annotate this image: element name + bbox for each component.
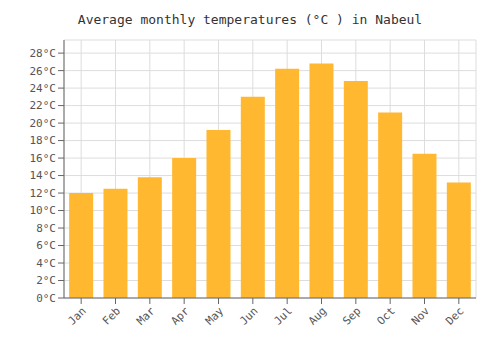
svg-text:26°C: 26°C [30,65,57,78]
svg-text:8°C: 8°C [36,222,56,235]
svg-text:24°C: 24°C [30,82,57,95]
svg-text:6°C: 6°C [36,239,56,252]
svg-text:16°C: 16°C [30,152,57,165]
svg-text:14°C: 14°C [30,169,57,182]
svg-text:May: May [203,304,227,328]
svg-text:4°C: 4°C [36,257,56,270]
svg-text:Nov: Nov [409,304,433,328]
svg-text:10°C: 10°C [30,204,57,217]
svg-text:20°C: 20°C [30,117,57,130]
svg-text:0°C: 0°C [36,292,56,305]
svg-text:Aug: Aug [306,304,329,327]
svg-text:Oct: Oct [375,304,398,327]
svg-text:Jul: Jul [272,304,295,327]
svg-text:Mar: Mar [134,304,158,328]
svg-text:Dec: Dec [443,304,466,327]
svg-text:Feb: Feb [100,304,123,327]
svg-text:18°C: 18°C [30,134,57,147]
svg-text:12°C: 12°C [30,187,57,200]
html-text:Average monthly temperatures (: Average monthly temperatures (°C ) in Na… [77,12,423,27]
svg-text:22°C: 22°C [30,99,57,112]
svg-text:2°C: 2°C [36,274,56,287]
svg-text:28°C: 28°C [30,47,57,60]
svg-text:Jan: Jan [66,304,89,327]
svg-text:Sep: Sep [340,304,363,327]
svg-text:Jun: Jun [237,304,260,327]
svg-text:Apr: Apr [169,304,193,328]
